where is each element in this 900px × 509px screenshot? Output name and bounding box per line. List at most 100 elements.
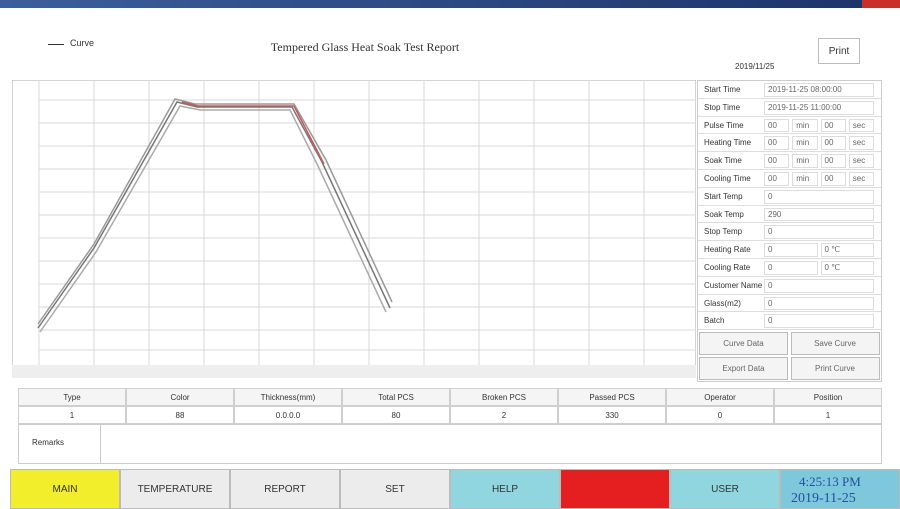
remarks-label: Remarks — [32, 438, 65, 447]
field-value: 0 — [764, 314, 874, 329]
legend-text: Curve — [70, 38, 95, 48]
clock-time: 4:25:13 PM — [799, 474, 861, 489]
panel-row — [698, 312, 881, 331]
divider — [100, 424, 101, 464]
field-value: min — [792, 154, 818, 168]
field-value: 00 — [820, 154, 846, 168]
field-value: min — [792, 136, 818, 151]
nav-button[interactable]: MAIN — [10, 469, 120, 509]
table-header: Operator — [666, 388, 774, 406]
table-header: Total PCS — [342, 388, 450, 406]
table-header: Color — [126, 388, 234, 406]
table-header: Passed PCS — [558, 388, 666, 406]
window-bar — [0, 0, 900, 8]
field-value: 0 — [764, 278, 874, 293]
table-cell: 0 — [666, 406, 774, 424]
field-value: 2019-11-25 08:00:00 — [764, 83, 874, 97]
title: Tempered Glass Heat Soak Test Report — [270, 40, 460, 54]
field-label: Cooling Time — [704, 174, 751, 183]
field-label: Start Temp — [704, 191, 743, 201]
field-label: Batch — [704, 316, 725, 326]
field-label: Pulse Time — [704, 120, 744, 130]
field-label: Soak Temp — [704, 209, 744, 219]
field-value: 00 — [764, 136, 790, 151]
alarm-button[interactable] — [560, 469, 670, 509]
field-value: min — [792, 118, 818, 133]
panel-button[interactable]: Export Data — [699, 357, 788, 381]
panel-button[interactable]: Save Curve — [790, 332, 880, 356]
panel-row — [698, 188, 881, 206]
field-value: 00 — [820, 118, 846, 133]
close-button[interactable] — [862, 0, 900, 8]
field-value: 00 — [820, 136, 846, 151]
panel-button[interactable]: Print Curve — [790, 357, 880, 381]
field-label: Cooling Rate — [704, 263, 751, 272]
nav-bar: MAIN TEMPERATURE REPORT SET HELP USER 4:25:13 … — [10, 469, 900, 509]
nav-button[interactable]: REPORT — [230, 469, 340, 509]
field-value: 0 — [764, 261, 818, 275]
field-label: Stop Time — [704, 102, 741, 112]
table-cell: 330 — [558, 406, 666, 424]
field-label: Glass(m2) — [704, 298, 741, 308]
field-label: Heating Rate — [704, 245, 751, 255]
field-value: 290 — [764, 207, 874, 222]
field-value: sec — [848, 136, 874, 151]
field-value: sec — [848, 172, 874, 186]
field-label: Stop Temp — [704, 227, 743, 237]
panel-row — [698, 259, 881, 277]
panel-row — [698, 223, 881, 242]
panel-row — [698, 170, 881, 188]
field-label: Heating Time — [704, 138, 752, 148]
print-button[interactable]: Print — [818, 38, 860, 64]
remarks-box — [18, 424, 882, 464]
nav-button[interactable]: SET — [340, 469, 450, 509]
table-cell: 80 — [342, 406, 450, 424]
nav-button[interactable]: USER — [670, 469, 780, 509]
field-value: 0 ℃ — [820, 243, 874, 257]
field-label: Start Time — [704, 85, 741, 94]
panel-row — [698, 241, 881, 259]
table-header: Position — [774, 388, 882, 406]
table-header: Type — [18, 388, 126, 406]
panel-row — [698, 206, 881, 224]
field-label: Customer Name — [704, 280, 763, 290]
field-value: 0 ℃ — [820, 261, 874, 275]
chart-area — [12, 80, 696, 378]
panel-row — [698, 277, 881, 295]
panel-row — [698, 117, 881, 135]
table-header: Thickness(mm) — [234, 388, 342, 406]
field-value: 00 — [764, 118, 790, 133]
table-cell: 1 — [18, 406, 126, 424]
panel-row — [698, 152, 881, 170]
table-cell: 2 — [450, 406, 558, 424]
field-value: min — [792, 172, 818, 186]
field-value: 0 — [764, 189, 874, 204]
clock: 4:25:13 PM 2019-11-25 — [780, 469, 900, 509]
table-header: Broken PCS — [450, 388, 558, 406]
date: 2019/11/25 — [735, 62, 775, 71]
field-label: Soak Time — [704, 156, 742, 166]
field-value: 0 — [764, 296, 874, 311]
nav-button[interactable]: TEMPERATURE — [120, 469, 230, 509]
field-value: 00 — [764, 172, 790, 186]
clock-date: 2019-11-25 — [791, 491, 856, 506]
data-table: Type Color Thickness(mm) Total PCS Broken PC… — [18, 388, 882, 424]
panel-button[interactable]: Curve Data — [699, 332, 788, 356]
legend-line — [48, 44, 64, 45]
field-value: 00 — [764, 154, 790, 168]
table-cell: 1 — [774, 406, 882, 424]
table-cell: 88 — [126, 406, 234, 424]
panel-row — [698, 99, 881, 117]
field-value: 0 — [764, 225, 874, 240]
nav-button[interactable]: HELP — [450, 469, 560, 509]
field-value: sec — [848, 118, 874, 133]
field-value: sec — [848, 154, 874, 168]
panel-row — [698, 295, 881, 313]
panel-row — [698, 134, 881, 153]
table-cell: 0.0.0.0 — [234, 406, 342, 424]
info-panel: Start Time 2019-11-25 08:00:00 Stop Time 20… — [697, 80, 882, 382]
field-value: 2019-11-25 11:00:00 — [764, 100, 874, 115]
panel-row — [698, 81, 881, 99]
field-value: 00 — [820, 172, 846, 186]
